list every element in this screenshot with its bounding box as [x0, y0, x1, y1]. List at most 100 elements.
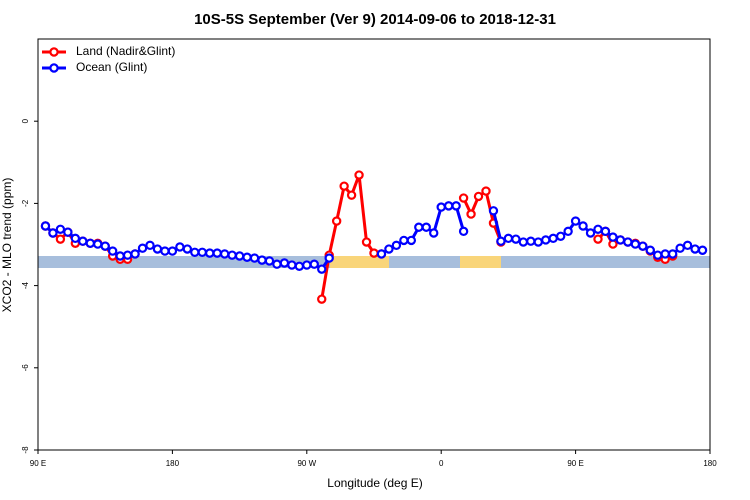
point	[682, 240, 693, 251]
y-tick-label: 0	[21, 118, 30, 123]
point	[690, 244, 700, 254]
point	[451, 201, 461, 211]
point	[481, 186, 491, 196]
point	[593, 224, 603, 234]
x-tick-label: 90 W	[297, 459, 316, 468]
point	[302, 260, 312, 270]
x-axis-label: Longitude (deg E)	[327, 476, 422, 490]
point	[167, 246, 178, 256]
land-strip	[330, 256, 389, 268]
point	[600, 226, 611, 237]
point	[466, 209, 476, 219]
y-tick-label: -2	[21, 199, 30, 207]
point	[615, 235, 626, 245]
plot-frame	[37, 38, 711, 451]
point	[667, 249, 678, 259]
point	[548, 233, 558, 244]
point	[40, 221, 51, 231]
x-tick-label: 90 E	[567, 459, 583, 468]
point	[443, 201, 454, 211]
y-tick-label: -6	[21, 364, 30, 372]
point	[399, 235, 409, 246]
point	[287, 260, 297, 270]
point	[563, 226, 573, 237]
series	[40, 201, 708, 274]
point	[55, 234, 66, 244]
point	[219, 249, 230, 259]
point	[339, 181, 349, 191]
point	[182, 244, 193, 254]
point	[100, 241, 110, 251]
legend-marker	[49, 47, 59, 57]
y-tick-label: -8	[21, 446, 30, 454]
point	[63, 227, 73, 237]
point	[369, 248, 379, 258]
point	[346, 190, 357, 200]
x-tick-label: 0	[439, 459, 444, 468]
point	[555, 231, 566, 241]
point	[205, 248, 215, 258]
series	[40, 170, 678, 304]
point	[227, 250, 237, 260]
point	[675, 243, 685, 253]
point	[257, 255, 267, 265]
point	[48, 228, 58, 238]
point	[175, 242, 185, 252]
point	[279, 258, 290, 268]
point	[190, 247, 200, 258]
point	[130, 249, 140, 259]
map-strip	[38, 256, 710, 268]
point	[653, 250, 663, 260]
point	[317, 294, 327, 304]
point	[264, 256, 275, 266]
point	[107, 246, 118, 256]
point	[570, 216, 581, 226]
point	[585, 228, 596, 238]
point	[122, 250, 133, 260]
legend-marker	[49, 63, 59, 73]
point	[593, 234, 603, 244]
point	[70, 233, 81, 244]
point	[458, 226, 469, 237]
point	[78, 236, 88, 246]
point	[541, 235, 551, 245]
point	[160, 246, 170, 256]
point	[197, 247, 207, 258]
point	[391, 240, 402, 251]
point	[488, 206, 499, 216]
point	[354, 170, 364, 180]
point	[115, 251, 125, 261]
point	[660, 249, 670, 259]
point	[145, 240, 155, 251]
y-tick-label: -4	[21, 281, 30, 289]
series-line	[44, 174, 674, 300]
point	[85, 238, 95, 248]
point	[384, 244, 394, 254]
point	[623, 237, 633, 247]
point	[406, 235, 417, 246]
point	[414, 222, 424, 232]
point	[376, 249, 387, 259]
legend-label: Ocean (Glint)	[76, 60, 147, 74]
point	[212, 248, 222, 258]
point	[93, 239, 103, 249]
point	[294, 261, 305, 271]
point	[526, 236, 536, 246]
point	[578, 221, 588, 231]
point	[152, 244, 163, 254]
point	[511, 234, 521, 244]
point	[234, 251, 245, 261]
point	[421, 222, 431, 232]
y-axis-label: XCO2 - MLO trend (ppm)	[0, 178, 14, 313]
land-strip	[460, 256, 501, 268]
point	[473, 191, 484, 202]
point	[272, 259, 282, 269]
point	[55, 224, 66, 234]
point	[608, 232, 618, 242]
point	[331, 216, 342, 226]
point	[533, 237, 543, 247]
point	[324, 253, 334, 263]
legend-label: Land (Nadir&Glint)	[76, 44, 175, 58]
point	[630, 239, 641, 249]
